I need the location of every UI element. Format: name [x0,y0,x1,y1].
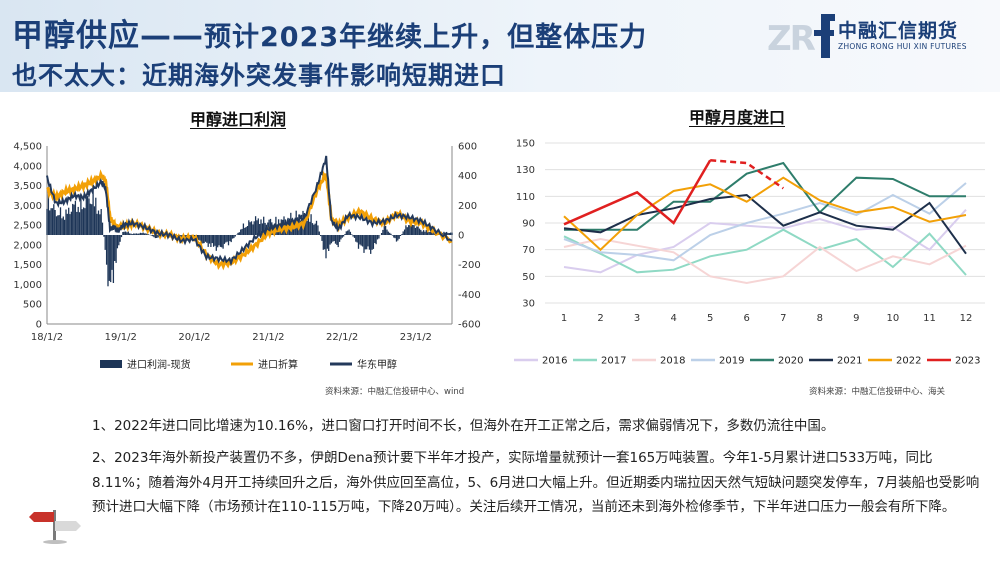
chart2-series-2023-solid [563,159,712,226]
chart1-title: 甲醇进口利润 [190,110,287,129]
chart-import-profit: 0 500 1,000 1,500 2,000 2,500 3,000 3,500 4,000 4… [13,142,481,372]
chart2-y-tick-4: 110 [516,192,535,203]
chart2-series-2022 [563,176,967,252]
paragraph-2: 2、2023年海外新投产装置仍不多，伊朗Dena预计要下半年才投产，实际增量就预… [92,446,982,520]
chart2-legend: 2016 2017 2018 2019 2020 2021 2022 2023 [514,356,980,367]
logo-name-en: ZHONG RONG HUI XIN FUTURES [838,42,967,51]
chart2-series-2023-dashed [710,159,785,190]
chart1-yleft-tick-7: 3,500 [13,181,42,192]
chart2-y-tick-2: 70 [522,245,535,256]
page-title-line2: 也不太大：近期海外突发事件影响短期进口 [12,61,507,90]
chart1-legend-swatch-0 [100,360,122,368]
chart1-legend-label-2: 华东甲醇 [357,358,397,371]
chart2-y-tick-3: 90 [522,219,535,230]
chart1-x-tick-0: 18/1/2 [31,332,63,343]
chart2-x-tick-8: 9 [853,313,859,324]
chart1-yleft-tick-8: 4,000 [13,161,42,172]
chart1-yleft-tick-3: 1,500 [13,260,42,271]
chart2-x-tick-6: 7 [780,313,786,324]
chart1-yleft-tick-5: 2,500 [13,221,42,232]
chart1-yleft-tick-0: 0 [36,320,42,331]
logo-name-cn: 中融汇信期货 [838,20,959,42]
chart1-yright-tick-5: 400 [458,171,477,182]
chart1-x-tick-2: 20/1/2 [178,332,210,343]
paragraph-2-text: 2、2023年海外新投产装置仍不多，伊朗Dena预计要下半年才投产，实际增量就预… [92,450,980,515]
signpost-icon [29,510,81,544]
chart1-x-tick-3: 21/1/2 [252,332,284,343]
chart1-yright-tick-4: 200 [458,201,477,212]
paragraph-1: 1、2022年进口同比增速为10.16%，进口窗口打开时间不长，但海外在开工正常… [92,414,982,439]
chart2-legend-label-2016: 2016 [542,356,567,367]
chart2-x-tick-4: 5 [707,313,713,324]
chart1-series-import-conversion [46,169,453,271]
chart2-series-2017 [563,228,967,276]
logo-f-mid [814,30,834,36]
chart1-yleft-tick-1: 500 [23,300,42,311]
chart2-legend-label-2018: 2018 [660,356,685,367]
chart1-legend-label-1: 进口折算 [258,358,298,371]
chart1-yleft-tick-6: 3,000 [13,201,42,212]
chart2-y-tick-0: 30 [522,299,535,310]
chart1-x-tick-4: 22/1/2 [326,332,358,343]
chart1-yright-tick-3: 0 [458,231,464,242]
chart2-legend-label-2022: 2022 [896,356,921,367]
paragraph-1-text: 1、2022年进口同比增速为10.16%，进口窗口打开时间不长，但海外在开工正常… [92,418,835,434]
chart1-legend-label-0: 进口利润-现货 [127,358,191,371]
chart2-legend-label-2019: 2019 [719,356,744,367]
chart2-x-tick-9: 10 [887,313,900,324]
chart2-series-2019 [563,182,967,262]
chart1-source: 资料来源：中融汇信投研中心、wind [325,387,465,397]
chart1-yleft-tick-4: 2,000 [13,240,42,251]
chart1-yright-tick-0: -600 [458,320,481,331]
chart2-y-tick-5: 130 [516,165,535,176]
chart2-legend-label-2023: 2023 [955,356,980,367]
chart1-yright-tick-6: 600 [458,142,477,153]
chart2-legend-label-2017: 2017 [601,356,626,367]
company-logo: ZR [767,14,835,59]
chart2-x-tick-2: 3 [634,313,640,324]
chart2-legend-label-2020: 2020 [778,356,803,367]
chart2-x-tick-10: 11 [923,313,936,324]
page-title-line1: 甲醇供应——预计2023年继续上升，但整体压力 [12,10,647,55]
chart2-series-2021 [563,193,967,255]
chart2-x-tick-3: 4 [670,313,676,324]
logo-f-top [821,14,835,21]
chart2-source: 资料来源：中融汇信投研中心、海关 [809,387,946,397]
chart2-x-tick-0: 1 [561,313,567,324]
chart1-yleft-tick-9: 4,500 [13,142,42,153]
chart1-yright-tick-1: -400 [458,290,481,301]
chart1-x-tick-1: 19/1/2 [105,332,137,343]
chart1-yleft-tick-2: 1,000 [13,280,42,291]
chart2-series-2020 [564,161,966,231]
chart2-legend-label-2021: 2021 [837,356,862,367]
chart2-x-tick-5: 6 [744,313,750,324]
chart1-yright-tick-2: -200 [458,260,481,271]
chart2-y-tick-1: 50 [522,272,535,283]
chart2-x-tick-7: 8 [817,313,823,324]
chart1-series-east-china-methanol [46,155,453,267]
chart2-series-2018 [563,237,967,285]
chart1-legend: 进口利润-现货 进口折算 华东甲醇 [100,358,397,371]
chart2-y-tick-6: 150 [516,139,535,150]
chart2-series-2016 [563,209,967,274]
chart2-x-tick-1: 2 [597,313,603,324]
title-lead: 甲醇供应—— [12,18,204,54]
chart1-x-tick-5: 23/1/2 [400,332,432,343]
logo-mark-text: ZR [767,19,816,59]
title-tail: 预计2023年继续上升，但整体压力 [204,22,648,53]
chart2-title: 甲醇月度进口 [689,108,786,127]
chart2-x-tick-11: 12 [960,313,973,324]
